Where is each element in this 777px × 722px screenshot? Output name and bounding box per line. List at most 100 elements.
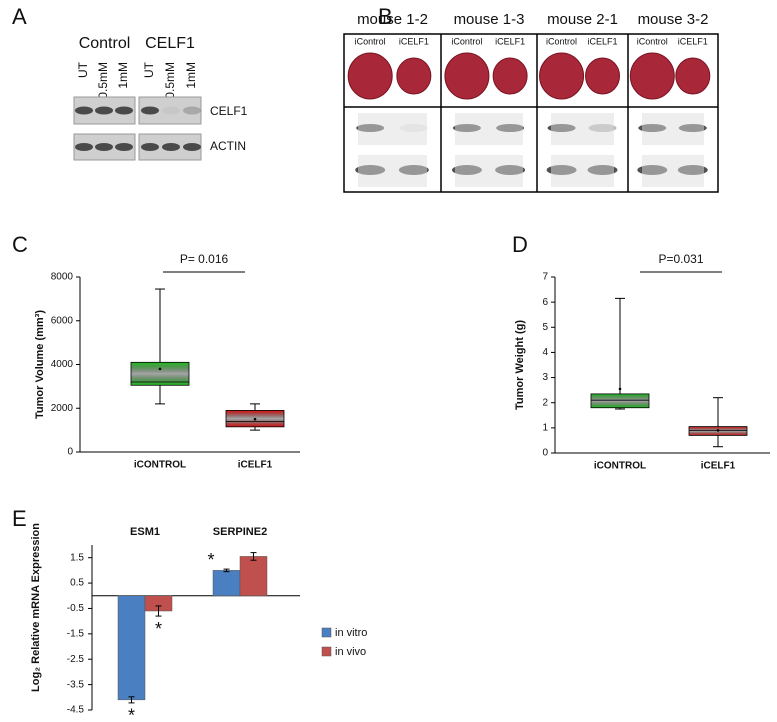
lane-label: iControl xyxy=(637,36,668,46)
blot xyxy=(358,155,427,187)
blot xyxy=(642,155,704,187)
blot xyxy=(551,155,614,187)
tumor xyxy=(629,52,675,100)
band xyxy=(141,106,159,115)
band xyxy=(75,143,93,151)
blot xyxy=(455,155,523,187)
row-label: ACTIN xyxy=(210,139,246,153)
blot xyxy=(455,113,523,145)
legend-label: in vitro xyxy=(335,627,367,639)
blot xyxy=(551,113,614,145)
panel-label: E xyxy=(12,506,27,531)
y-tick-label: 6000 xyxy=(51,315,74,326)
y-tick-label: 2 xyxy=(542,397,548,408)
annotation: P= 0.016 xyxy=(180,252,229,266)
lane-label: iCELF1 xyxy=(399,36,429,46)
lane-label: iControl xyxy=(546,36,577,46)
lane-label: 1mM xyxy=(184,62,198,89)
legend-label: in vivo xyxy=(335,646,366,658)
significance-marker: * xyxy=(207,550,214,570)
lane-label: iControl xyxy=(355,36,386,46)
band xyxy=(75,106,93,115)
y-tick-label: 0.5 xyxy=(70,578,84,589)
x-tick-label: iCONTROL xyxy=(134,460,186,471)
box xyxy=(130,361,190,386)
lane-label: 0.5mM xyxy=(163,62,177,99)
mean xyxy=(716,429,720,432)
blot xyxy=(642,113,704,145)
x-tick-label: iCONTROL xyxy=(594,461,646,472)
y-tick-label: -2.5 xyxy=(67,654,85,665)
mouse-label: mouse 2-1 xyxy=(547,11,618,28)
y-tick-label: 1.5 xyxy=(70,552,84,563)
mouse-label: mouse 1-3 xyxy=(454,11,525,28)
tumor xyxy=(675,57,711,95)
y-tick-label: 3 xyxy=(542,372,548,383)
band xyxy=(115,106,133,115)
legend-swatch xyxy=(321,646,332,657)
mouse-label: mouse 3-2 xyxy=(638,11,709,28)
mean xyxy=(158,367,162,371)
band xyxy=(95,106,113,115)
category-label: ESM1 xyxy=(130,526,160,538)
significance-marker: * xyxy=(128,706,135,717)
y-tick-label: -0.5 xyxy=(67,603,85,614)
lane-label: 1mM xyxy=(116,62,130,89)
panel-label: A xyxy=(12,4,27,29)
panel-label: B xyxy=(378,4,393,29)
significance-marker: * xyxy=(155,619,162,639)
lane-label: 0.5mM xyxy=(96,62,110,99)
y-tick-label: 4000 xyxy=(51,359,74,370)
y-tick-label: 0 xyxy=(542,448,548,459)
y-axis-label: Tumor Weight (g) xyxy=(514,320,526,410)
y-tick-label: 7 xyxy=(542,272,548,283)
band xyxy=(162,106,180,115)
y-tick-label: -1.5 xyxy=(67,628,85,639)
band xyxy=(162,143,180,151)
y-axis-label: Log₂ Relative mRNA Expression xyxy=(30,523,42,692)
y-tick-label: -4.5 xyxy=(67,705,85,716)
y-tick-label: 5 xyxy=(542,322,548,333)
tumor xyxy=(444,52,490,100)
category-label: SERPINE2 xyxy=(213,526,267,538)
group-label: CELF1 xyxy=(145,35,195,52)
lane-label: iCELF1 xyxy=(495,36,525,46)
band xyxy=(115,143,133,151)
tumor xyxy=(347,52,393,100)
annotation: P=0.031 xyxy=(658,252,703,266)
blot xyxy=(358,113,427,145)
band xyxy=(183,143,201,151)
mean xyxy=(618,387,622,391)
y-tick-label: 8000 xyxy=(51,272,74,283)
band xyxy=(141,143,159,151)
lane-label: UT xyxy=(76,61,90,78)
x-tick-label: iCELF1 xyxy=(701,461,736,472)
y-tick-label: 0 xyxy=(67,447,73,458)
bar xyxy=(239,556,268,597)
x-tick-label: iCELF1 xyxy=(238,460,273,471)
mean xyxy=(253,417,257,421)
tumor xyxy=(492,57,528,95)
y-axis-label: Tumor Volume (mm³) xyxy=(34,310,46,419)
tumor xyxy=(396,57,432,95)
band xyxy=(183,106,201,115)
y-tick-label: 2000 xyxy=(51,403,74,414)
group-label: Control xyxy=(79,35,131,52)
legend-swatch xyxy=(321,627,332,638)
box xyxy=(590,393,650,409)
mouse-label: mouse 1-2 xyxy=(357,11,428,28)
panel-label: C xyxy=(12,232,28,257)
bar xyxy=(212,570,241,597)
y-tick-label: 4 xyxy=(542,347,548,358)
tumor xyxy=(539,52,585,100)
y-tick-label: 6 xyxy=(542,297,548,308)
y-tick-label: 1 xyxy=(542,422,548,433)
row-label: CELF1 xyxy=(210,104,248,118)
panel-label: D xyxy=(512,232,528,257)
bar xyxy=(117,595,146,701)
tumor xyxy=(585,57,621,95)
band xyxy=(95,143,113,151)
lane-label: iControl xyxy=(451,36,482,46)
y-tick-label: -3.5 xyxy=(67,679,85,690)
